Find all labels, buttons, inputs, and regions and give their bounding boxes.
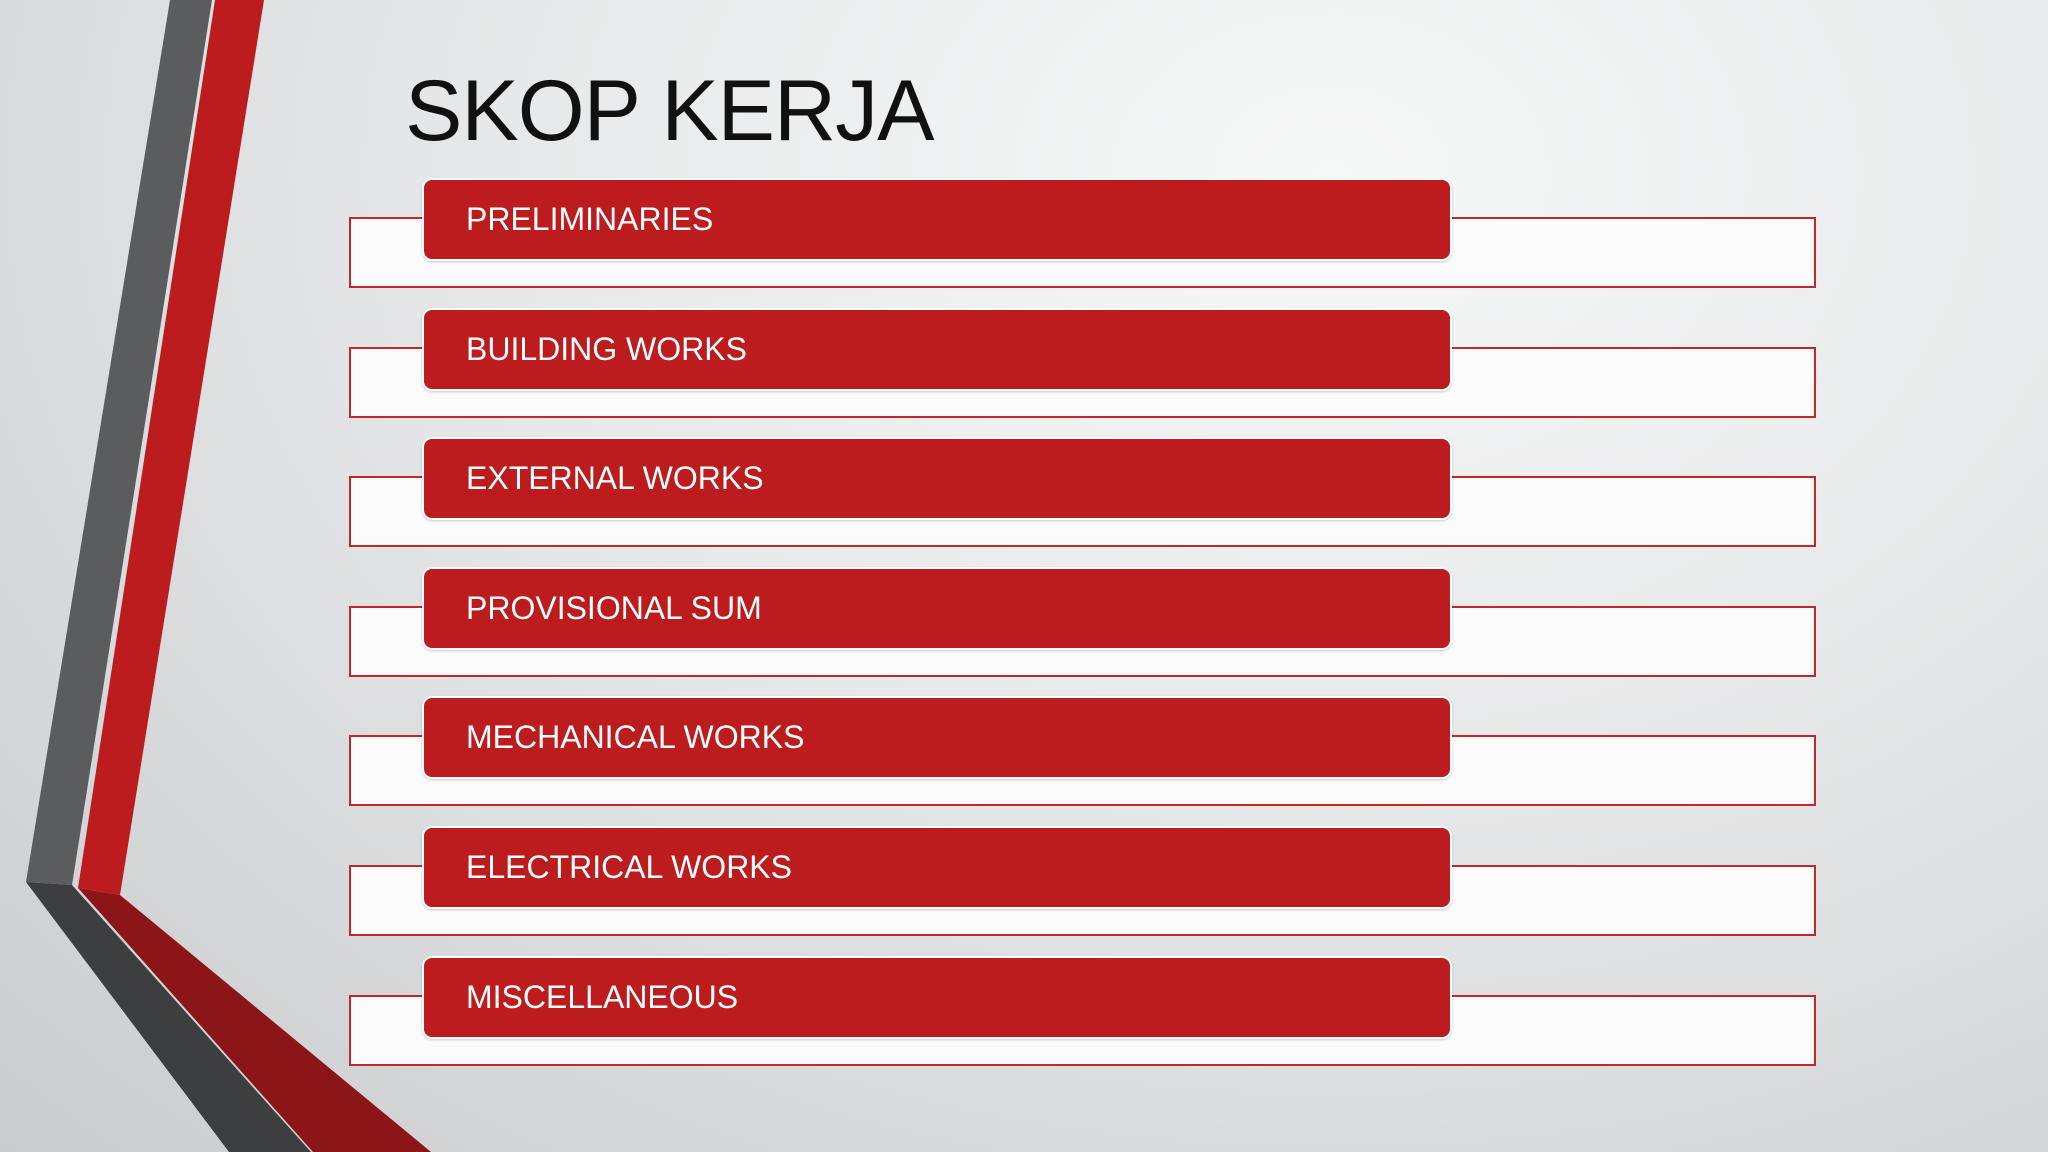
red-stripe-bottom [78, 888, 431, 1152]
red-stripe [78, 0, 264, 895]
scope-item: MISCELLANEOUS [0, 955, 2048, 1106]
item-label: BUILDING WORKS [422, 307, 1452, 391]
scope-item: PROVISIONAL SUM [0, 566, 2048, 717]
scope-item: BUILDING WORKS [0, 307, 2048, 458]
gray-stripe-bottom [26, 882, 311, 1152]
item-label: PROVISIONAL SUM [422, 566, 1452, 650]
scope-item: PRELIMINARIES [0, 178, 2048, 328]
slide-title: SKOP KERJA [405, 63, 935, 159]
scope-item: MECHANICAL WORKS [0, 696, 2048, 846]
scope-item: EXTERNAL WORKS [0, 437, 2048, 587]
scope-item: ELECTRICAL WORKS [0, 826, 2048, 976]
item-label: PRELIMINARIES [422, 178, 1452, 261]
item-label: EXTERNAL WORKS [422, 437, 1452, 521]
gray-stripe [26, 0, 212, 885]
item-label: MECHANICAL WORKS [422, 696, 1452, 780]
item-label: MISCELLANEOUS [422, 955, 1452, 1039]
item-label: ELECTRICAL WORKS [422, 826, 1452, 909]
